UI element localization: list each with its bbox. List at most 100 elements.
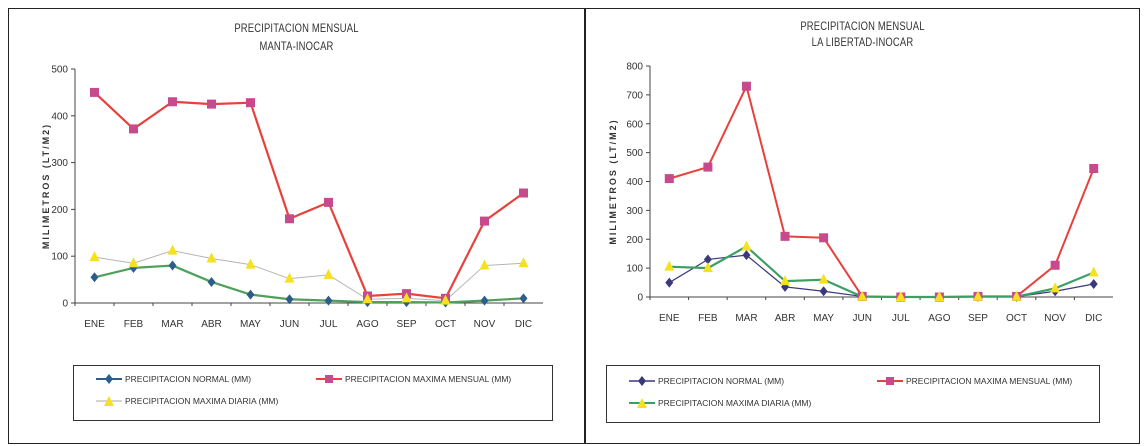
y-tick-label: 700 [626, 90, 643, 101]
legend-label: PRECIPITACION MAXIMA DIARIA (MM) [658, 398, 812, 408]
data-point-triangle [895, 291, 906, 301]
legend-label: PRECIPITACION NORMAL (MM) [658, 376, 785, 386]
data-point-triangle [664, 260, 675, 271]
series-line [94, 264, 524, 304]
x-tick-label: ENE [659, 313, 680, 324]
data-point-square [246, 98, 255, 108]
x-tick-label: AGO [356, 319, 378, 330]
data-point-diamond [168, 260, 177, 271]
x-tick-label: FEB [698, 313, 718, 324]
y-tick-label: 500 [626, 148, 643, 159]
legend-item-normal: PRECIPITACION NORMAL (MM) [96, 374, 251, 384]
legend-item-max-diaria: PRECIPITACION MAXIMA DIARIA (MM) [629, 398, 811, 408]
series-line [668, 254, 1094, 298]
data-point-triangle [857, 290, 868, 301]
legend-label: PRECIPITACION NORMAL (MM) [125, 374, 252, 384]
y-tick-label: 200 [626, 235, 643, 246]
chart-legend: PRECIPITACION NORMAL (MM) PRECIPITACION … [73, 365, 553, 421]
x-tick-label: JUN [852, 313, 871, 324]
data-point-diamond [665, 277, 674, 288]
data-point-triangle [245, 258, 256, 269]
y-tick-label: 0 [62, 299, 68, 310]
y-tick-label: 400 [51, 111, 68, 122]
y-tick-label: 800 [626, 62, 643, 73]
data-point-square [207, 99, 216, 109]
chart-subtitle: MANTA-INOCAR [259, 41, 334, 53]
y-tick-label: 400 [626, 177, 643, 188]
data-point-triangle [284, 272, 295, 283]
data-point-square [168, 97, 177, 107]
y-tick-label: 0 [637, 293, 643, 304]
data-point-square [741, 81, 751, 91]
data-point-triangle [206, 252, 217, 263]
data-point-diamond [90, 272, 99, 283]
series-line [669, 85, 1095, 298]
y-tick-label: 300 [626, 206, 643, 217]
data-point-triangle [741, 240, 752, 251]
x-tick-label: JUL [892, 313, 910, 324]
data-point-triangle [702, 262, 713, 273]
data-point-diamond [519, 293, 528, 304]
x-tick-label: ABR [775, 313, 796, 324]
data-point-triangle [167, 244, 178, 255]
data-point-triangle [362, 293, 373, 304]
data-point-diamond [324, 295, 333, 306]
y-tick-label: 200 [51, 205, 68, 216]
data-point-triangle [934, 291, 945, 301]
legend-label: PRECIPITACION MAXIMA DIARIA (MM) [125, 396, 279, 406]
data-point-triangle [440, 294, 451, 305]
chart-subtitle: LA LIBERTAD-INOCAR [811, 37, 914, 49]
data-point-square [285, 214, 294, 224]
x-tick-label: OCT [435, 319, 456, 330]
data-point-diamond [819, 286, 828, 297]
legend-item-max-mensual: PRECIPITACION MAXIMA MENSUAL (MM) [316, 374, 511, 384]
data-point-square [664, 174, 674, 184]
x-tick-label: MAY [240, 319, 261, 330]
data-point-square [703, 162, 713, 172]
x-tick-label: DIC [515, 319, 532, 330]
x-tick-label: JUL [320, 319, 338, 330]
data-point-diamond [742, 250, 751, 261]
data-point-triangle [479, 259, 490, 270]
x-tick-label: ENE [84, 319, 105, 330]
chart-panel-manta: PRECIPITACION MENSUAL MANTA-INOCAR 0 100 2… [8, 8, 585, 444]
data-point-triangle [1050, 282, 1061, 293]
data-point-square [129, 124, 138, 134]
data-point-triangle [1011, 290, 1022, 301]
x-tick-label: DIC [1085, 313, 1102, 324]
x-tick-label: SEP [396, 319, 416, 330]
data-point-diamond [1089, 279, 1098, 290]
x-tick-label: NOV [1044, 313, 1066, 324]
chart-panel-la-libertad: PRECIPITACION MENSUAL LA LIBERTAD-INOCAR… [585, 8, 1140, 444]
x-tick-label: MAY [813, 313, 834, 324]
data-point-triangle [323, 268, 334, 279]
series-line [94, 250, 524, 302]
x-tick-label: JUN [280, 319, 299, 330]
legend-item-max-mensual: PRECIPITACION MAXIMA MENSUAL (MM) [877, 376, 1072, 386]
data-point-triangle [128, 257, 139, 268]
y-tick-label: 100 [51, 252, 68, 263]
legend-label: PRECIPITACION MAXIMA MENSUAL (MM) [345, 374, 512, 384]
data-point-triangle [89, 251, 100, 262]
data-point-square [780, 231, 790, 241]
x-tick-label: SEP [968, 313, 988, 324]
data-point-triangle [818, 273, 829, 284]
x-tick-label: MAR [735, 313, 757, 324]
data-point-diamond [207, 276, 216, 287]
y-tick-label: 300 [51, 158, 68, 169]
chart-title: PRECIPITACION MENSUAL [234, 23, 359, 35]
data-point-square [324, 197, 333, 207]
data-point-diamond [246, 289, 255, 300]
y-axis-label: MILIMETROS (LT/M2) [608, 118, 618, 244]
x-tick-label: OCT [1006, 313, 1027, 324]
data-point-diamond [480, 295, 489, 306]
legend-label: PRECIPITACION MAXIMA MENSUAL (MM) [906, 376, 1073, 386]
data-point-square [519, 188, 528, 198]
data-point-triangle [401, 292, 412, 303]
x-tick-label: ABR [201, 319, 222, 330]
series-line [669, 245, 1095, 299]
data-point-square [1089, 164, 1099, 174]
y-tick-label: 600 [626, 119, 643, 130]
data-point-square [1050, 260, 1060, 270]
legend-item-normal: PRECIPITACION NORMAL (MM) [629, 376, 784, 386]
